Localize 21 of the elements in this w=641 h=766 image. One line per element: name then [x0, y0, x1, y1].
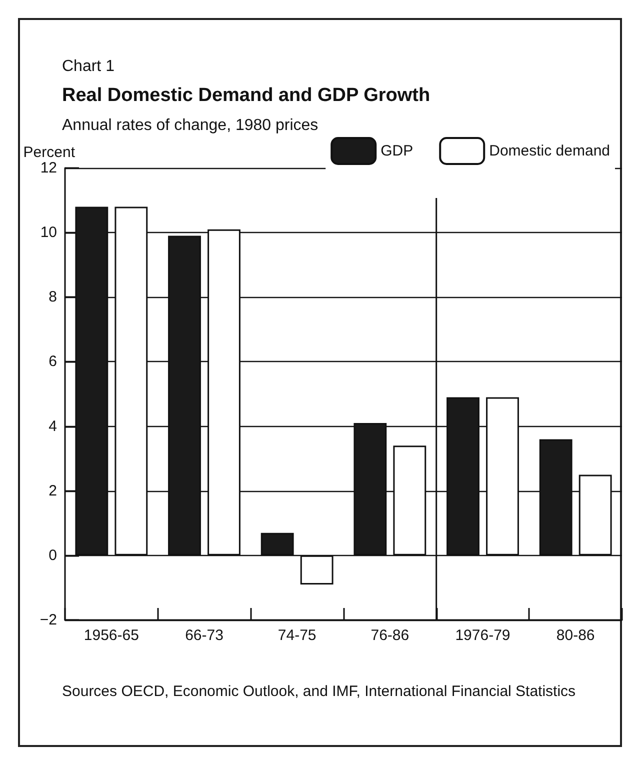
x-tick-label: 76-86	[370, 627, 410, 644]
y-axis-title: Percent	[23, 144, 76, 161]
x-tick-label: 80-86	[556, 627, 595, 644]
y-tick-label: 2	[48, 482, 57, 500]
y-tick-label: −2	[40, 612, 57, 628]
y-tick-label: 10	[40, 224, 57, 242]
y-tick-label: 12	[40, 160, 57, 176]
caption: Chart 1	[62, 58, 114, 76]
legend-label: Domestic demand	[489, 142, 610, 160]
source-note: Sources OECD, Economic Outlook, and IMF, International Financial Statistics	[62, 682, 577, 701]
y-tick-label: 6	[48, 353, 57, 370]
y-tick-label: 8	[48, 288, 57, 306]
x-tick-label: 74-75	[278, 627, 316, 644]
x-tick-label: 1956-65	[84, 627, 139, 644]
x-tick-label: 66-73	[185, 627, 224, 644]
y-tick-label: 4	[48, 418, 57, 435]
y-tick-label: 0	[48, 546, 57, 564]
legend-label: GDP	[380, 142, 414, 160]
chart-title: Real Domestic Demand and GDP Growth	[62, 85, 430, 107]
chart-subtitle: Annual rates of change, 1980 prices	[62, 117, 318, 135]
x-tick-label: 1976-79	[455, 627, 510, 644]
